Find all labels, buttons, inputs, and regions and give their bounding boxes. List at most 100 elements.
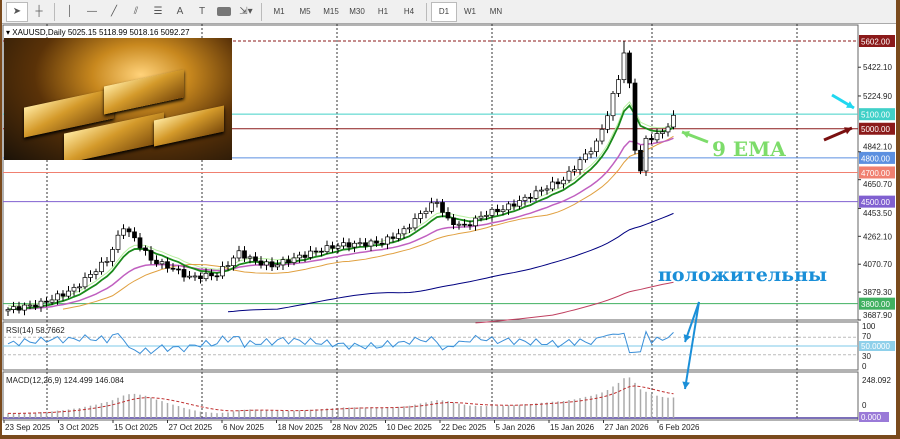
- toolbar-separator: [426, 2, 427, 21]
- text-label-icon[interactable]: T: [198, 6, 206, 17]
- candle-body: [500, 209, 506, 212]
- rsi-axis-30: 30: [862, 352, 871, 361]
- candle-body: [478, 215, 484, 219]
- channel-icon[interactable]: ⫽: [133, 6, 139, 17]
- candle-body: [176, 268, 181, 271]
- candle-body: [71, 287, 77, 292]
- date-label: 5 Jan 2026: [496, 423, 536, 432]
- timeframe-d1[interactable]: D1: [431, 1, 457, 22]
- timeframe-h4[interactable]: H4: [403, 7, 415, 16]
- level-label: 3800.00: [861, 300, 890, 309]
- candle-body: [456, 223, 462, 226]
- candle-body: [319, 250, 324, 253]
- price-axis-label: 4262.10: [863, 232, 892, 241]
- candle-body: [495, 208, 500, 212]
- level-label-bg: [859, 35, 895, 47]
- candle-body: [132, 231, 137, 239]
- candle-body: [115, 234, 121, 250]
- candle-body: [192, 275, 198, 278]
- price-axis-label: 3879.30: [863, 288, 892, 297]
- candle-body: [599, 128, 605, 142]
- date-label: 22 Dec 2025: [441, 423, 487, 432]
- level-label-bg: [859, 122, 895, 135]
- level-label: 4700.00: [861, 169, 890, 178]
- timeframe-m5[interactable]: M5: [299, 7, 311, 16]
- macd-zero-label: 0.000: [861, 413, 882, 422]
- candle-body: [170, 267, 176, 270]
- candle-body: [121, 228, 126, 236]
- candle-body: [5, 309, 11, 312]
- darkred-arrow-icon-head: [844, 127, 852, 135]
- candle-body: [665, 126, 671, 133]
- timeframe-w1[interactable]: W1: [464, 7, 476, 16]
- candle-body: [324, 245, 330, 253]
- rsi-arrow-icon: [684, 301, 700, 343]
- cursor-icon[interactable]: ➤: [6, 1, 28, 22]
- ema-annotation: 9 EMA: [712, 137, 786, 161]
- macd-zero-bg: [859, 412, 889, 422]
- arrows-icon[interactable]: ⇲▾: [239, 6, 253, 17]
- candle-body: [660, 131, 665, 134]
- candle-body: [533, 190, 539, 199]
- candle-body: [561, 179, 566, 185]
- price-axis-label: 4453.50: [863, 209, 892, 218]
- ma-line-pink: [475, 281, 674, 324]
- macd-axis-zero: 0: [862, 401, 867, 410]
- ema-line-purple: [7, 137, 674, 311]
- candle-body: [539, 189, 544, 192]
- candle-body: [544, 188, 550, 191]
- candle-body: [159, 261, 165, 265]
- timeframe-mn[interactable]: MN: [489, 7, 503, 16]
- timeframe-h1[interactable]: H1: [377, 7, 389, 16]
- rsi-arrow-icon-head: [683, 334, 691, 342]
- horizontal-line-icon[interactable]: —: [87, 6, 97, 17]
- text-icon[interactable]: A: [176, 6, 184, 17]
- candle-body: [165, 261, 170, 269]
- candle-body: [225, 265, 231, 267]
- candle-body: [236, 250, 242, 259]
- crosshair-icon[interactable]: ┼: [35, 6, 43, 17]
- candle-body: [22, 304, 27, 311]
- candle-body: [390, 236, 396, 239]
- positive-annotation: положительны: [658, 264, 828, 286]
- candle-body: [550, 181, 555, 190]
- date-label: 6 Feb 2026: [659, 423, 700, 432]
- candle-body: [66, 290, 71, 297]
- candle-body: [396, 233, 401, 239]
- candle-body: [627, 52, 632, 84]
- timeframe-m1[interactable]: M1: [273, 7, 285, 16]
- candle-body: [418, 213, 423, 219]
- candle-body: [308, 250, 313, 258]
- candle-body: [11, 306, 16, 310]
- candle-body: [33, 304, 38, 308]
- candle-body: [423, 210, 429, 214]
- candle-body: [517, 200, 522, 207]
- date-label: 27 Oct 2025: [169, 423, 213, 432]
- trendline-icon[interactable]: ╱: [110, 6, 118, 17]
- price-axis-label: 4650.70: [863, 180, 892, 189]
- candle-body: [583, 153, 588, 161]
- candle-body: [467, 224, 473, 227]
- candle-body: [385, 236, 390, 245]
- toolbar-separator: [261, 2, 262, 21]
- candle-body: [269, 261, 275, 268]
- rectangle-icon[interactable]: [213, 2, 235, 22]
- candle-body: [258, 260, 264, 266]
- candle-body: [346, 242, 352, 248]
- candle-body: [154, 259, 159, 265]
- timeframe-m15[interactable]: M15: [323, 7, 339, 16]
- candle-body: [632, 82, 638, 151]
- date-label: 28 Nov 2025: [332, 423, 378, 432]
- candle-body: [445, 212, 451, 219]
- fibonacci-icon[interactable]: ☰: [153, 6, 163, 17]
- timeframe-m30[interactable]: M30: [349, 7, 365, 16]
- vertical-line-icon[interactable]: │: [66, 6, 74, 17]
- cyan-arrow-icon-head: [846, 101, 854, 108]
- candle-body: [621, 52, 627, 81]
- price-axis-label: 5422.10: [863, 63, 892, 72]
- date-label: 27 Jan 2026: [605, 423, 650, 432]
- candle-body: [616, 79, 621, 94]
- toolbar: ➤ ┼ │ — ╱ ⫽ ☰ A T ⇲▾ M1 M5 M15 M30 H1 H4…: [2, 0, 896, 24]
- candle-body: [374, 240, 379, 244]
